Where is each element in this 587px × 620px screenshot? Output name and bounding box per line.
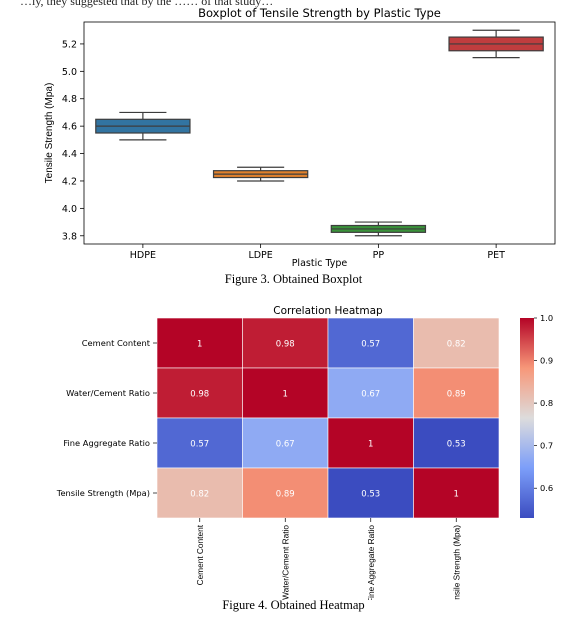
heatmap-cell-label: 1: [283, 390, 288, 400]
heatmap-cell-label: 0.82: [447, 340, 466, 350]
row-label: Fine Aggregate Ratio: [63, 438, 150, 448]
heatmap-cell-label: 0.89: [276, 490, 295, 500]
x-tick-label: LDPE: [248, 250, 272, 261]
heatmap-cell: [156, 417, 243, 469]
col-label: Tensile Strength (Mpa): [451, 525, 461, 600]
colorbar-tick-label: 1.0: [540, 313, 553, 323]
chart-title: Boxplot of Tensile Strength by Plastic T…: [198, 6, 441, 20]
heatmap-cell-label: 0.57: [361, 340, 380, 350]
y-tick-label: 5.2: [62, 39, 77, 50]
heatmap-cell: [242, 467, 329, 519]
heatmap-cell-label: 0.98: [190, 390, 209, 400]
heatmap-cell-label: 0.53: [447, 440, 466, 450]
x-tick-label: PP: [373, 250, 385, 261]
figure-4-caption: Figure 4. Obtained Heatmap: [222, 598, 365, 612]
figure-3-caption: Figure 3. Obtained Boxplot: [224, 272, 363, 286]
heatmap-cell: [242, 417, 329, 469]
heatmap-cell: [327, 417, 414, 469]
heatmap-cell: [156, 317, 243, 369]
heatmap-cell: [327, 367, 414, 419]
heatmap-cell: [327, 467, 414, 519]
row-label: Water/Cement Ratio: [66, 388, 150, 398]
heatmap-cell: [156, 467, 243, 519]
clipped-body-text: …ly, they suggested that by the …… of th…: [0, 0, 587, 8]
heatmap-cell: [242, 317, 329, 369]
heatmap-cell: [413, 467, 500, 519]
heatmap-cell-label: 0.67: [276, 440, 295, 450]
heatmap-cell: [327, 317, 414, 369]
y-tick-label: 4.2: [62, 176, 77, 187]
x-tick-label: PET: [487, 250, 505, 261]
x-tick-label: HDPE: [130, 250, 156, 261]
col-label: Fine Aggregate Ratio: [366, 525, 376, 600]
colorbar-tick-label: 0.9: [540, 356, 553, 366]
colorbar-tick-label: 0.8: [540, 398, 553, 408]
heatmap-cell-label: 1: [454, 490, 459, 500]
heatmap-cell: [413, 367, 500, 419]
heatmap-cell: [156, 367, 243, 419]
y-axis-label: Tensile Strength (Mpa): [44, 83, 55, 184]
heatmap-cell-label: 0.82: [190, 490, 209, 500]
heatmap-cell-label: 0.89: [447, 390, 466, 400]
plot-frame: [83, 21, 556, 245]
y-tick-label: 4.8: [62, 94, 77, 105]
heatmap-cell-label: 1: [368, 440, 373, 450]
y-tick-label: 4.0: [62, 204, 77, 215]
row-label: Tensile Strength (Mpa): [56, 488, 150, 498]
heatmap-cell-label: 0.53: [361, 490, 380, 500]
clipped-body-text-line: …ly, they suggested that by the …… of th…: [20, 0, 274, 8]
y-tick-label: 4.6: [62, 122, 77, 133]
heatmap-title: Correlation Heatmap: [273, 305, 383, 317]
boxplot-chart: Boxplot of Tensile Strength by Plastic T…: [44, 6, 556, 269]
heatmap-cell-label: 0.57: [190, 440, 209, 450]
heatmap-cell-label: 0.67: [361, 390, 380, 400]
heatmap-cell-label: 0.98: [276, 340, 295, 350]
y-tick-label: 5.0: [62, 67, 77, 78]
colorbar: [520, 318, 534, 518]
correlation-heatmap: Correlation Heatmap 1 0.98 0.57 0.82 0.98 1 0.6…: [56, 305, 553, 600]
heatmap-cell-label: 1: [197, 340, 202, 350]
x-axis-label: Plastic Type: [292, 258, 348, 269]
y-tick-label: 4.4: [62, 149, 77, 160]
col-label: Water/Cement Ratio: [280, 525, 290, 600]
row-label: Cement Content: [82, 338, 151, 348]
col-label: Cement Content: [195, 524, 205, 585]
colorbar-tick-label: 0.6: [540, 483, 553, 493]
y-tick-label: 3.8: [62, 231, 77, 242]
colorbar-tick-label: 0.7: [540, 441, 553, 451]
